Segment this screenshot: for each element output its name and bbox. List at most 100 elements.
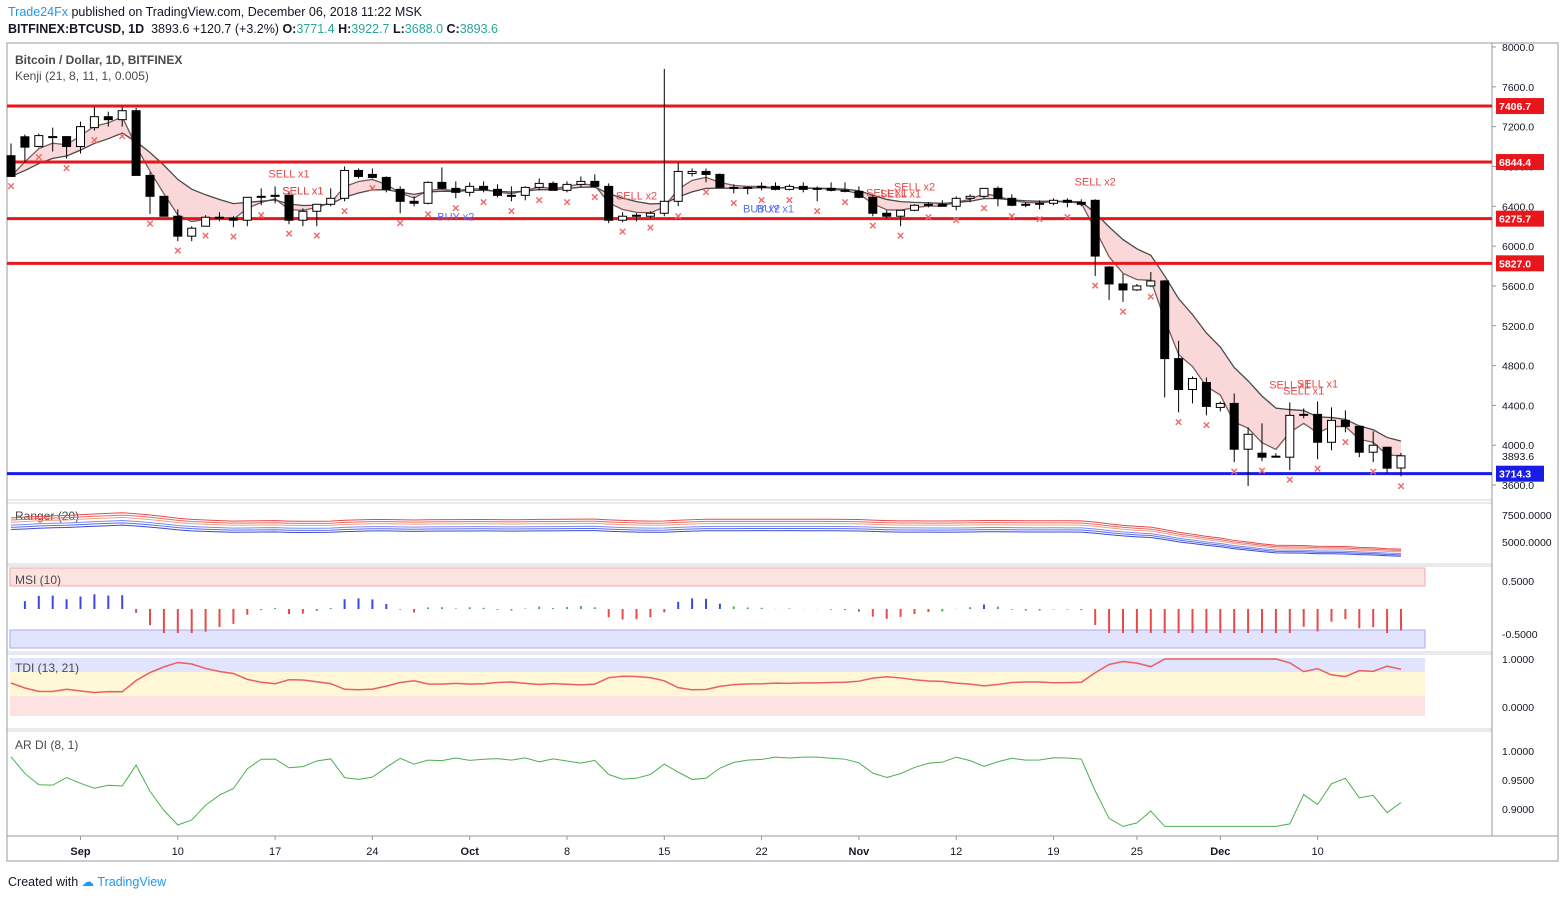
sell-marker-icon: × bbox=[1258, 463, 1266, 478]
sell-marker-icon: × bbox=[869, 218, 877, 233]
level-tag-resistance bbox=[1496, 154, 1544, 171]
candle-body bbox=[812, 187, 822, 190]
candle-body bbox=[937, 203, 947, 207]
pane-frame-1 bbox=[6, 502, 1493, 565]
tdi-line bbox=[10, 658, 1402, 694]
sell-marker-icon: × bbox=[925, 209, 933, 224]
close-label: C: bbox=[446, 22, 460, 36]
sell-marker-icon: × bbox=[1286, 472, 1294, 487]
candle-body bbox=[743, 186, 753, 189]
sell-marker-icon: × bbox=[7, 178, 15, 193]
candle-body bbox=[242, 196, 252, 221]
candle-body bbox=[576, 180, 586, 185]
candle-body bbox=[159, 195, 169, 217]
sell-signal-label: SELL x1 bbox=[880, 188, 921, 200]
sell-marker-icon: × bbox=[1342, 434, 1350, 449]
candle-body bbox=[1215, 402, 1225, 408]
candle-body bbox=[479, 185, 489, 190]
pane-frame-4 bbox=[6, 730, 1493, 837]
sell-marker-icon: × bbox=[647, 220, 655, 235]
candle-body bbox=[493, 188, 502, 196]
candle-body bbox=[1396, 455, 1406, 469]
candle-body bbox=[896, 209, 906, 217]
y-tick-label: 8000.0 bbox=[1502, 42, 1534, 54]
candle-body bbox=[1049, 199, 1058, 204]
tradingview-logo-icon[interactable]: ☁ bbox=[81, 875, 95, 889]
ardi-title: AR DI (8, 1) bbox=[15, 738, 78, 752]
tradingview-link[interactable]: TradingView bbox=[97, 875, 167, 889]
sell-marker-icon: × bbox=[674, 208, 682, 223]
indicator-title: Kenji (21, 8, 11, 1, 0.005) bbox=[15, 69, 149, 83]
candle-body bbox=[145, 174, 155, 197]
tdi-y-tick: 0.0000 bbox=[1502, 702, 1534, 714]
kenji-cloud bbox=[11, 116, 1401, 456]
sell-signal-label: SELL x1 bbox=[282, 185, 323, 197]
sell-marker-icon: × bbox=[230, 229, 238, 244]
sell-signal-label: SELL x2 bbox=[894, 181, 935, 193]
sell-signal-label: SELL x1 bbox=[1297, 378, 1338, 390]
candle-body bbox=[1076, 201, 1086, 205]
candle-body bbox=[465, 185, 475, 193]
ardi-y-tick: 0.9500 bbox=[1502, 775, 1534, 787]
candle-body bbox=[1354, 425, 1364, 453]
candle-body bbox=[381, 176, 391, 190]
candle-body bbox=[687, 170, 697, 174]
level-tag-label: 7406.7 bbox=[1499, 101, 1531, 113]
candle-body bbox=[854, 190, 864, 198]
sell-marker-icon: × bbox=[1369, 464, 1377, 479]
sell-marker-icon: × bbox=[1091, 278, 1099, 293]
sell-marker-icon: × bbox=[118, 129, 126, 144]
sell-marker-icon: × bbox=[1147, 289, 1155, 304]
candle-body bbox=[979, 187, 989, 197]
candle-body bbox=[910, 204, 919, 211]
candle-body bbox=[923, 203, 933, 206]
last-price-label: 3893.6 bbox=[1502, 451, 1534, 463]
sell-marker-icon: × bbox=[424, 206, 432, 221]
tdi-lower-zone bbox=[10, 696, 1425, 716]
candle-body bbox=[701, 170, 711, 175]
buy-signal-label: BUY x2 bbox=[437, 211, 474, 223]
x-tick-label: 15 bbox=[658, 846, 670, 858]
chart-title: Bitcoin / Dollar, 1D, BITFINEX bbox=[15, 53, 182, 67]
candle-body bbox=[270, 194, 280, 197]
candle-body bbox=[840, 189, 850, 192]
candle-body bbox=[187, 227, 197, 237]
x-tick-label: 12 bbox=[950, 846, 962, 858]
candle-body bbox=[437, 181, 447, 189]
candle-body bbox=[423, 181, 433, 204]
candle-body bbox=[312, 203, 322, 212]
candle-body bbox=[1243, 433, 1253, 450]
y-tick-label: 5600.0 bbox=[1502, 281, 1534, 293]
candle-body bbox=[993, 187, 1003, 199]
sell-marker-icon: × bbox=[897, 228, 905, 243]
ranger-y-tick: 7500.0000 bbox=[1502, 510, 1552, 522]
candle-body bbox=[1146, 280, 1156, 287]
candle-body bbox=[1132, 285, 1142, 291]
sell-signal-label: SELL x2 bbox=[616, 190, 657, 202]
sell-marker-icon: × bbox=[369, 180, 377, 195]
last-price: 3893.6 bbox=[151, 22, 190, 36]
candle-body bbox=[298, 210, 308, 221]
candle-body bbox=[6, 155, 16, 177]
candle-body bbox=[1090, 199, 1100, 257]
sell-marker-icon: × bbox=[146, 216, 154, 231]
publisher-name[interactable]: Trade24Fx bbox=[8, 5, 68, 19]
candle-body bbox=[367, 173, 377, 178]
candle-body bbox=[1340, 419, 1350, 427]
x-tick-label: Oct bbox=[461, 846, 480, 858]
ranger-band-line bbox=[10, 524, 1402, 557]
candle-body bbox=[354, 169, 363, 177]
candle-body bbox=[1285, 414, 1295, 458]
sell-marker-icon: × bbox=[1175, 414, 1183, 429]
candle-body bbox=[1257, 452, 1267, 458]
sell-marker-icon: × bbox=[730, 195, 738, 210]
candle-body bbox=[562, 183, 572, 191]
candle-body bbox=[34, 135, 44, 147]
sell-marker-icon: × bbox=[1397, 478, 1405, 493]
candle-body bbox=[131, 110, 141, 176]
x-tick-label: 10 bbox=[1311, 846, 1323, 858]
sell-marker-icon: × bbox=[786, 192, 794, 207]
kenji-fast-line bbox=[10, 115, 1402, 457]
sell-marker-icon: × bbox=[1036, 211, 1044, 226]
